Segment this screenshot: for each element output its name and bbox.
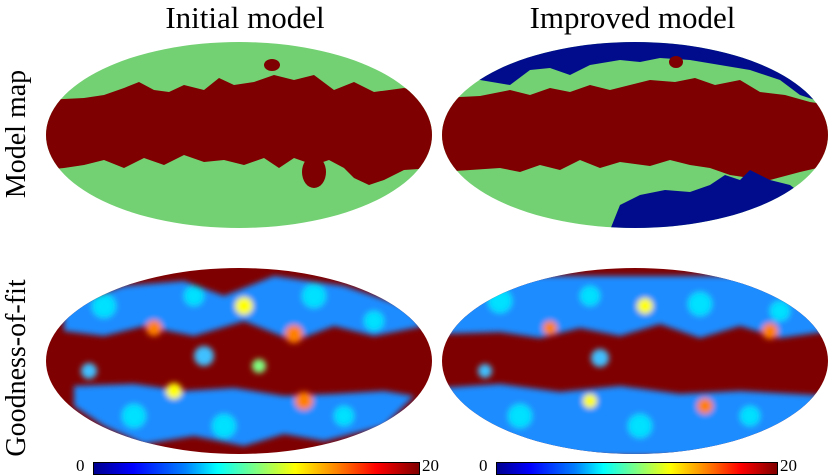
colorbar-left-min-label: 0 [76, 456, 85, 475]
improved-goodness-of-fit-map [442, 268, 828, 454]
column-title-improved: Improved model [529, 0, 736, 35]
row-label-goodness-of-fit: Goodness-of-fit [1, 279, 32, 457]
initial-goodness-of-fit-map [46, 268, 432, 454]
row-label-model-map: Model map [1, 69, 32, 199]
colorbar-right-max-label: 20 [780, 456, 797, 475]
column-title-initial: Initial model [165, 0, 325, 35]
colorbar-right [496, 462, 778, 475]
improved-model-map [442, 42, 828, 228]
initial-model-map [46, 42, 432, 228]
colorbar-left [93, 462, 420, 475]
colorbar-left-max-label: 20 [422, 456, 439, 475]
colorbar-right-min-label: 0 [479, 456, 488, 475]
